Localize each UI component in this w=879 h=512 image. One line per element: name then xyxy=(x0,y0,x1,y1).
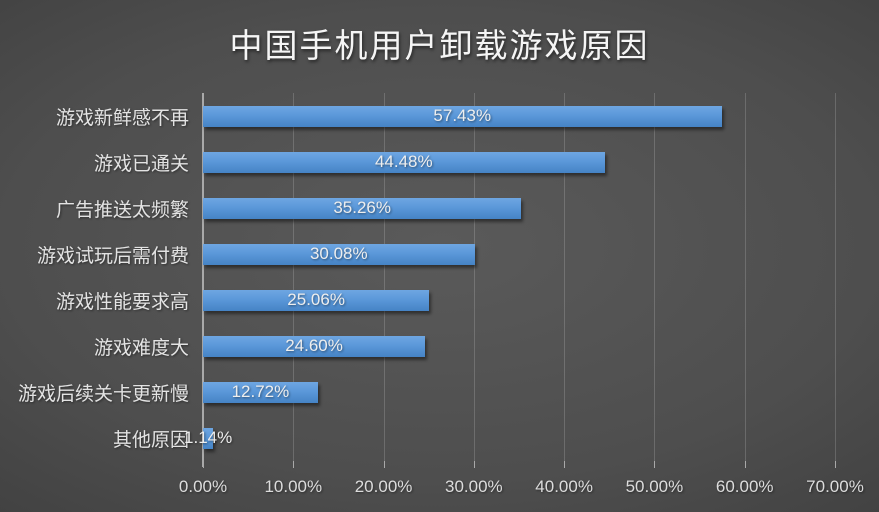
bar-row: 30.08% xyxy=(203,231,835,277)
category-label: 游戏性能要求高 xyxy=(55,291,189,313)
bar-value-label: 35.26% xyxy=(333,198,392,217)
category-label: 游戏后续关卡更新慢 xyxy=(17,383,189,405)
x-tick-label: 60.00% xyxy=(715,477,774,496)
bar: 44.48% xyxy=(203,151,605,173)
tick-mark xyxy=(203,461,204,468)
bar: 57.43% xyxy=(203,105,722,127)
y-axis-line xyxy=(202,93,204,467)
bar-value-label: 25.06% xyxy=(287,290,345,309)
bar-value-label: 24.60% xyxy=(285,336,343,355)
bar-rows: 57.43% 44.48% 35.26% 30.08% 25.06% 24.60% 12.7… xyxy=(184,93,835,461)
gridline xyxy=(383,93,385,461)
chart-title: 中国手机用户卸载游戏原因 xyxy=(229,27,650,64)
x-tick-label: 50.00% xyxy=(625,477,684,496)
bar-value-label: 30.08% xyxy=(309,244,368,263)
gridline xyxy=(473,93,475,461)
bar-row: 57.43% xyxy=(203,93,835,139)
gridline xyxy=(835,93,836,461)
x-tick-label: 30.00% xyxy=(445,477,503,496)
bar: 30.08% xyxy=(203,243,475,265)
gridline xyxy=(744,93,746,461)
bar-row: 25.06% xyxy=(203,277,835,323)
category-label: 游戏难度大 xyxy=(93,337,189,359)
tick-mark xyxy=(473,461,475,468)
x-axis-ticks xyxy=(203,461,836,468)
bar-row: 35.26% xyxy=(203,185,835,231)
tick-mark xyxy=(835,461,836,468)
category-label: 广告推送太频繁 xyxy=(55,199,189,221)
gridline xyxy=(293,93,295,461)
category-label: 其他原因 xyxy=(112,429,189,451)
tick-mark xyxy=(564,461,566,468)
gridline xyxy=(564,93,566,461)
category-label: 游戏已通关 xyxy=(93,153,189,175)
tick-mark xyxy=(383,461,385,468)
category-label: 游戏新鲜感不再 xyxy=(55,107,189,129)
tick-mark xyxy=(654,461,656,468)
bar-value-label: 44.48% xyxy=(374,152,433,171)
x-tick-label: 0.00% xyxy=(178,477,228,496)
bar-row: 12.72% xyxy=(203,369,835,415)
bar-row: 24.60% xyxy=(203,323,835,369)
bar: 24.60% xyxy=(203,335,426,357)
bar-row: 44.48% xyxy=(203,139,835,185)
bar: 12.72% xyxy=(203,381,318,403)
x-tick-label: 40.00% xyxy=(535,477,593,496)
x-axis-labels: 0.00% 10.00% 20.00% 30.00% 40.00% 50.00% 60.00… xyxy=(179,477,864,503)
x-tick-label: 10.00% xyxy=(264,477,323,496)
bar-row: 1.14% xyxy=(184,415,835,461)
tick-mark xyxy=(293,461,295,468)
gridline xyxy=(654,93,656,461)
bar: 35.26% xyxy=(203,197,522,219)
category-label: 游戏试玩后需付费 xyxy=(36,245,189,267)
bar-value-label: 12.72% xyxy=(231,382,290,401)
bar-value-label: 57.43% xyxy=(433,106,492,125)
bar: 25.06% xyxy=(203,289,430,311)
plot-area: 57.43% 44.48% 35.26% 30.08% 25.06% 24.60% 12.7… xyxy=(184,93,836,467)
bar: 1.14% xyxy=(184,427,232,449)
category-axis: 游戏新鲜感不再游戏已通关广告推送太频繁游戏试玩后需付费游戏性能要求高游戏难度大游… xyxy=(0,93,196,461)
x-tick-label: 70.00% xyxy=(806,477,864,496)
tick-mark xyxy=(744,461,746,468)
bar-value-label: 1.14% xyxy=(184,428,233,447)
x-tick-label: 20.00% xyxy=(354,477,413,496)
